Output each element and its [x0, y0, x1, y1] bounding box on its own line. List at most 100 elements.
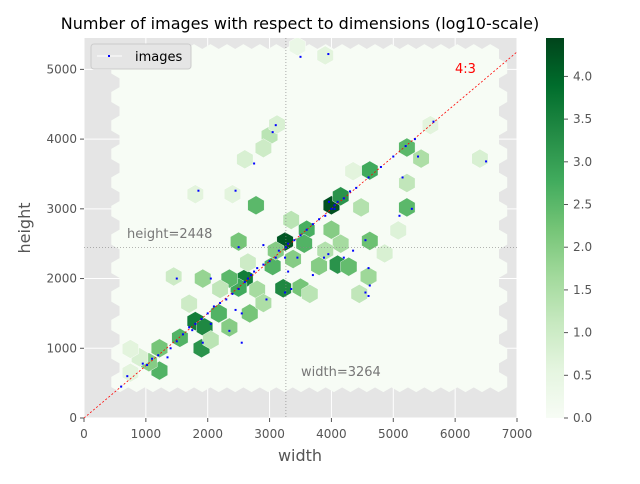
hexbin-cell: [301, 284, 319, 304]
hexbin-background-cell: [177, 343, 195, 364]
hexbin-background-cell: [465, 272, 483, 293]
hexbin-background-cell: [366, 329, 384, 350]
hexbin-background-cell: [423, 86, 442, 108]
hexbin-background-cell: [423, 229, 442, 250]
hexbin-background-cell: [382, 72, 401, 93]
hexbin-background-cell: [465, 243, 483, 264]
hexbin-cell: [340, 256, 358, 277]
image-point: [324, 214, 327, 217]
hexbin-background-cell: [358, 58, 376, 79]
hexbin-background-cell: [135, 101, 154, 122]
hexbin-background-cell: [465, 44, 483, 65]
hexbin-background-cell: [489, 86, 508, 108]
hexbin-cell: [360, 266, 377, 287]
image-point: [175, 277, 178, 280]
hexbin-background-cell: [300, 101, 318, 122]
hexbin-background-cell: [432, 329, 450, 350]
y-tick-label: 5000: [46, 62, 77, 76]
hexbin-cell: [361, 160, 379, 181]
hexbin-background-cell: [440, 115, 458, 136]
hexbin-background-cell: [473, 371, 491, 393]
hexbin-background-cell: [275, 86, 294, 108]
hexbin-background-cell: [177, 229, 195, 250]
hexbin-background-cell: [201, 44, 220, 65]
hexbin-background-cell: [448, 158, 467, 179]
hexbin-background-cell: [201, 215, 220, 236]
image-point: [219, 301, 222, 304]
image-point: [141, 362, 144, 365]
hexbin-cell: [247, 195, 265, 216]
hexbin-background-cell: [210, 115, 228, 136]
hexbin-background-cell: [226, 58, 244, 79]
hexbin-background-cell: [432, 300, 450, 321]
x-tick-label: 6000: [440, 427, 471, 441]
hexbin-background-cell: [407, 257, 425, 279]
hexbin-background-cell: [481, 101, 499, 122]
hexbin-background-cell: [325, 86, 343, 108]
hexbin-background-cell: [144, 229, 162, 250]
hexbin-background-cell: [251, 158, 269, 179]
hexbin-background-cell: [284, 300, 302, 321]
image-point: [355, 186, 358, 189]
hexbin-cell: [316, 45, 334, 66]
hexbin-background-cell: [111, 172, 129, 193]
ratio-label: 4:3: [455, 62, 476, 77]
hexbin-background-cell: [177, 143, 195, 165]
colorbar-tick-label: 2.5: [573, 198, 592, 212]
hexbin-background-cell: [242, 86, 261, 108]
hexbin-background-cell: [382, 357, 401, 378]
hexbin-background-cell: [440, 58, 458, 79]
hexbin-background-cell: [218, 44, 236, 65]
hexbin-background-cell: [382, 329, 401, 350]
hexbin-background-cell: [349, 243, 368, 264]
hexbin-background-cell: [185, 243, 203, 264]
hexbin-background-cell: [168, 158, 187, 179]
image-point: [206, 312, 209, 315]
hexbin-background-cell: [415, 101, 434, 122]
hexbin-background-cell: [366, 357, 384, 378]
hexbin-background-cell: [292, 343, 310, 364]
hexbin-background-cell: [374, 115, 392, 136]
hexbin-background-cell: [333, 129, 351, 150]
hexbin-background-cell: [218, 357, 236, 378]
hexbin-background-cell: [218, 158, 236, 179]
hexbin-background-cell: [201, 158, 220, 179]
hexbin-background-cell: [193, 58, 211, 79]
image-point: [228, 329, 231, 332]
hexbin-background-cell: [473, 200, 491, 222]
hexbin-background-cell: [292, 58, 310, 79]
hexbin-background-cell: [177, 115, 195, 136]
image-point: [126, 375, 129, 378]
hexbin-background-cell: [341, 115, 360, 136]
hexbin-background-cell: [374, 286, 392, 307]
hexbin-background-cell: [440, 314, 458, 336]
hexbin-background-cell: [481, 272, 499, 293]
hexbin-background-cell: [300, 186, 318, 207]
hexbin-background-cell: [234, 215, 253, 236]
hexbin-background-cell: [119, 243, 137, 264]
hexbin-background-cell: [448, 129, 467, 150]
hexbin-background-cell: [234, 72, 253, 93]
hexbin-background-cell: [144, 257, 162, 279]
chart-title: Number of images with respect to dimensi…: [61, 14, 539, 33]
hexbin-background-cell: [465, 357, 483, 378]
hexbin-background-cell: [432, 72, 450, 93]
hexbin-background-cell: [201, 186, 220, 207]
hexbin-background-cell: [456, 314, 475, 336]
image-point: [364, 239, 367, 242]
hexbin-background-cell: [465, 186, 483, 207]
hexbin-background-cell: [325, 143, 343, 165]
hexbin-background-cell: [267, 44, 286, 65]
hexbin-background-cell: [135, 186, 154, 207]
hexbin-background-cell: [473, 86, 491, 108]
hexbin-background-cell: [349, 129, 368, 150]
hexbin-background-cell: [423, 172, 442, 193]
image-point: [120, 385, 123, 388]
hexbin-background-cell: [473, 257, 491, 279]
hexbin-background-cell: [415, 44, 434, 65]
hexbin-cell: [186, 184, 204, 204]
hexbin-background-cell: [465, 329, 483, 350]
hexbin-background-cell: [152, 101, 170, 122]
hexbin-background-cell: [308, 343, 327, 364]
